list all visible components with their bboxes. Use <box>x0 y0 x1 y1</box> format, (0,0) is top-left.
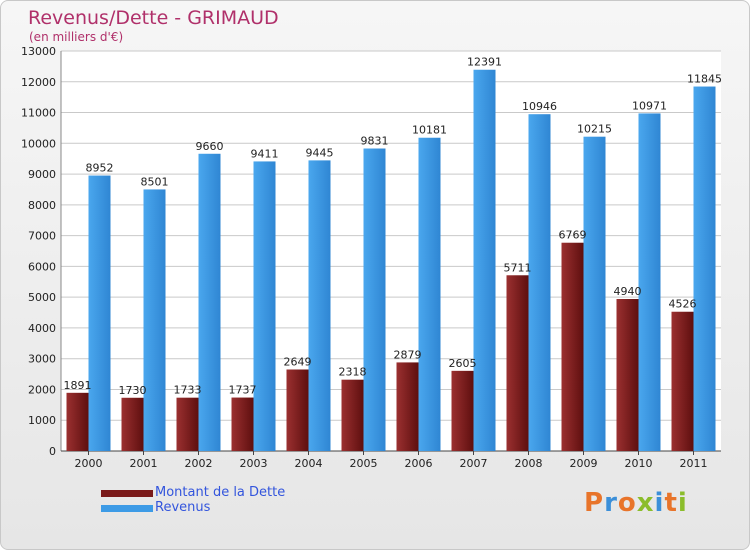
legend-swatch-dette <box>101 490 153 497</box>
data-label: 8501 <box>141 175 169 188</box>
bar-dette <box>66 392 89 451</box>
data-label: 6769 <box>559 229 587 242</box>
bar-revenus <box>693 86 716 452</box>
data-label: 9411 <box>251 147 279 160</box>
x-tick-label: 2002 <box>185 457 213 470</box>
bar-dette <box>561 242 584 451</box>
data-label: 10215 <box>577 123 612 136</box>
data-label: 12391 <box>467 56 502 69</box>
bar-dette <box>231 397 254 451</box>
bar-dette <box>286 369 309 451</box>
logo-letter: i <box>677 488 688 518</box>
y-tick-label: 11000 <box>21 107 56 120</box>
bar-dette <box>341 379 364 451</box>
bar-dette <box>451 370 474 451</box>
y-tick-label: 10000 <box>21 137 56 150</box>
x-tick-label: 2011 <box>680 457 708 470</box>
y-tick-label: 9000 <box>28 168 56 181</box>
bar-revenus <box>143 189 166 451</box>
data-label: 11845 <box>687 73 722 86</box>
data-label: 10946 <box>522 100 557 113</box>
logo-letter: i <box>654 488 665 518</box>
logo-letter: x <box>636 488 655 518</box>
data-label: 1891 <box>64 379 92 392</box>
data-label: 8952 <box>86 162 114 175</box>
bar-revenus <box>528 114 551 451</box>
data-label: 2605 <box>449 357 477 370</box>
data-label: 9831 <box>361 135 389 148</box>
data-label: 10181 <box>412 124 447 137</box>
bar-dette <box>671 311 694 451</box>
chart-title: Revenus/Dette - GRIMAUD <box>28 7 279 29</box>
y-tick-label: 5000 <box>28 291 56 304</box>
bar-revenus <box>198 153 221 451</box>
legend-label-dette: Montant de la Dette <box>155 485 286 500</box>
x-tick-label: 2005 <box>350 457 378 470</box>
bar-dette <box>176 397 199 451</box>
data-label: 1730 <box>119 384 147 397</box>
logo-letter: P <box>584 488 605 518</box>
legend-swatch-revenus <box>101 505 153 512</box>
logo-letter: t <box>664 488 678 518</box>
bar-revenus <box>363 148 386 451</box>
data-label: 4940 <box>614 285 642 298</box>
y-tick-label: 0 <box>49 445 56 458</box>
plot-background <box>61 51 721 451</box>
bar-dette <box>506 275 529 451</box>
data-label: 5711 <box>504 261 532 274</box>
legend-label-revenus: Revenus <box>155 500 211 515</box>
y-tick-label: 8000 <box>28 199 56 212</box>
bar-revenus <box>583 136 606 451</box>
data-label: 10971 <box>632 99 667 112</box>
bar-dette <box>616 299 639 451</box>
y-tick-label: 4000 <box>28 322 56 335</box>
y-tick-label: 2000 <box>28 383 56 396</box>
y-tick-label: 6000 <box>28 260 56 273</box>
data-label: 1733 <box>174 384 202 397</box>
y-tick-label: 3000 <box>28 353 56 366</box>
bar-revenus <box>418 137 441 451</box>
data-label: 9660 <box>196 140 224 153</box>
bar-revenus <box>638 113 661 451</box>
bar-revenus <box>88 175 111 452</box>
data-label: 2649 <box>284 355 312 368</box>
logo-letter: o <box>617 488 637 518</box>
logo-letter: r <box>604 488 618 518</box>
x-tick-label: 2003 <box>240 457 268 470</box>
x-tick-label: 2009 <box>570 457 598 470</box>
data-label: 2318 <box>339 366 367 379</box>
bar-revenus <box>253 161 276 451</box>
x-tick-label: 2006 <box>405 457 433 470</box>
chart-subtitle: (en milliers d'€) <box>29 30 124 44</box>
bar-revenus <box>308 160 331 451</box>
x-tick-label: 2007 <box>460 457 488 470</box>
bar-dette <box>121 397 144 451</box>
x-tick-label: 2000 <box>75 457 103 470</box>
data-label: 9445 <box>306 146 334 159</box>
data-label: 1737 <box>229 384 257 397</box>
x-tick-label: 2010 <box>625 457 653 470</box>
data-label: 4526 <box>669 298 697 311</box>
bar-revenus <box>473 69 496 451</box>
y-tick-label: 1000 <box>28 414 56 427</box>
x-tick-label: 2001 <box>130 457 158 470</box>
y-tick-label: 7000 <box>28 230 56 243</box>
bar-dette <box>396 362 419 451</box>
x-tick-label: 2008 <box>515 457 543 470</box>
proxiti-logo: Proxiti <box>584 488 688 518</box>
y-tick-label: 13000 <box>21 45 56 58</box>
x-tick-label: 2004 <box>295 457 323 470</box>
y-tick-label: 12000 <box>21 76 56 89</box>
data-label: 2879 <box>394 348 422 361</box>
